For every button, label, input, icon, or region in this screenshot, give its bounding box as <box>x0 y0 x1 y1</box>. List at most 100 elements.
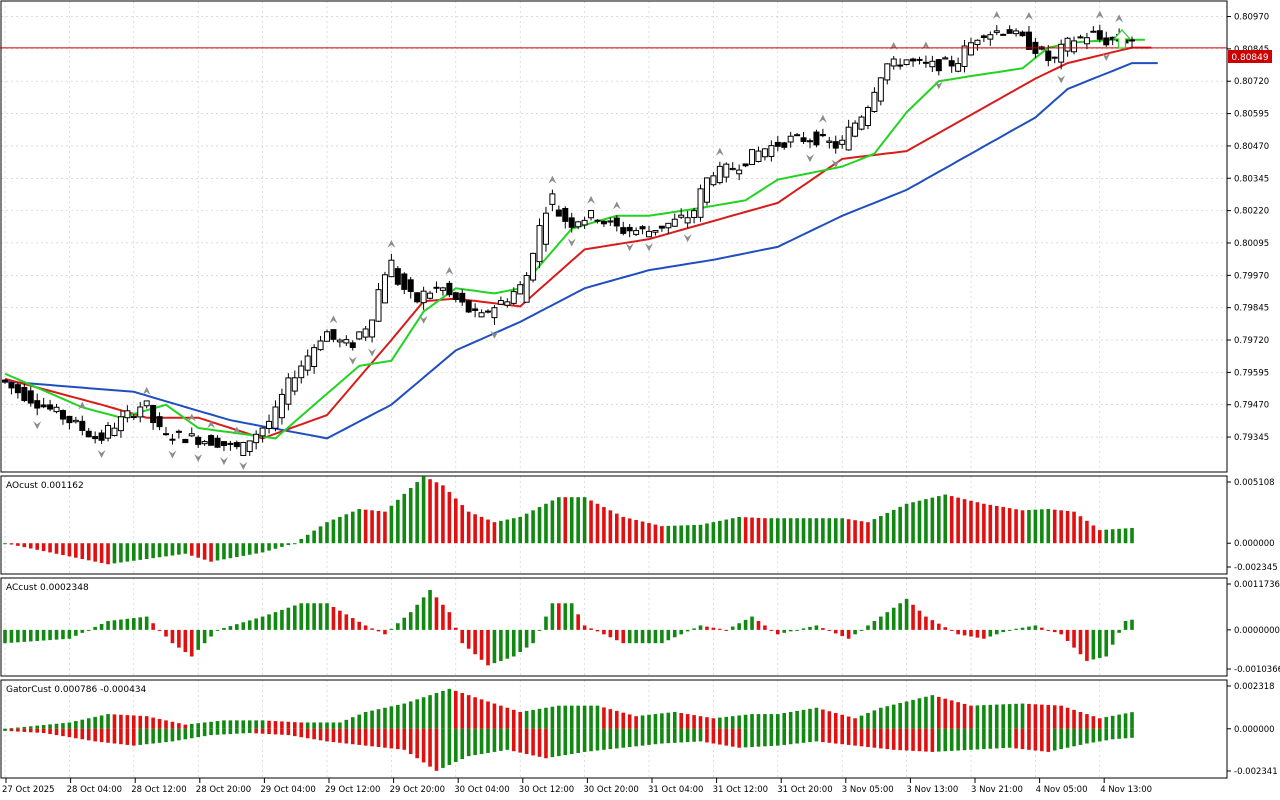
candle-body <box>787 135 794 143</box>
candle-body <box>1006 29 1013 34</box>
gator-lower-bar <box>737 728 741 748</box>
ac-bar <box>698 625 703 630</box>
candle-body <box>414 292 421 303</box>
fractal-up-icon <box>612 201 621 210</box>
ac-bar <box>524 629 529 648</box>
gator-upper-bar <box>183 724 188 729</box>
candle-body <box>536 225 543 263</box>
ac-bar <box>982 629 986 639</box>
gator-lower-bar <box>1123 728 1128 739</box>
gator-upper-bar <box>730 716 735 729</box>
ao-bar <box>660 526 664 544</box>
price-tick-label: 0.80470 <box>1234 142 1269 152</box>
ao-bar <box>911 502 915 544</box>
candle-body <box>407 279 414 292</box>
ao-bar <box>576 497 580 544</box>
ac-bar <box>67 629 72 639</box>
gator-lower-bar <box>479 728 484 755</box>
gator-upper-bar <box>511 709 516 729</box>
ac-bar <box>441 604 445 630</box>
ao-bar <box>640 521 645 544</box>
candle-body <box>272 406 279 429</box>
gator-upper-bar <box>396 704 400 729</box>
candle-body <box>137 406 144 418</box>
ao-bar <box>132 543 136 561</box>
gator-lower-bar <box>170 728 175 742</box>
price-axis[interactable]: 0.80970 0.80845 0.80720 0.80595 0.80470 0.803… <box>1227 13 1280 777</box>
ao-bar <box>22 543 27 548</box>
fractal-up-icon <box>329 315 338 324</box>
ao-bar <box>801 518 806 544</box>
ao-bar <box>215 543 220 561</box>
price-candles[interactable] <box>2 24 1135 456</box>
ao-bar <box>602 507 606 544</box>
gator-upper-bar <box>557 705 561 729</box>
gator-upper-bar <box>1014 703 1018 729</box>
ac-bar <box>235 624 239 630</box>
ac-bar <box>782 629 787 633</box>
ao-bar <box>924 499 928 544</box>
ac-bar <box>718 628 722 630</box>
gator-upper-bar <box>428 695 432 729</box>
ac-pane-frame <box>0 577 1228 677</box>
candle-body <box>542 212 549 245</box>
gator-upper-bar <box>41 725 46 729</box>
gator-lower-bar <box>312 728 316 740</box>
candle-body <box>394 268 401 285</box>
ao-bar <box>363 509 368 544</box>
gator-lower-bar <box>937 728 941 752</box>
ao-bar <box>1123 528 1128 544</box>
ac-bar <box>28 629 33 642</box>
candle-body <box>227 442 234 445</box>
gator-lower-bar <box>16 728 20 732</box>
candle-body <box>388 259 395 278</box>
ac-bar <box>61 629 65 640</box>
ac-bar <box>750 616 754 630</box>
gator-upper-bar <box>685 714 690 729</box>
gator-upper-bar <box>1027 703 1031 729</box>
gator-lower-bar <box>866 728 870 748</box>
ac-bar <box>454 627 458 630</box>
candle-body <box>716 165 723 184</box>
fractal-down-icon <box>419 315 428 324</box>
ao-bar <box>428 479 432 544</box>
ac-bar <box>177 629 181 648</box>
candle-body <box>600 220 607 225</box>
time-axis[interactable]: 27 Oct 2025 28 Oct 04:00 28 Oct 12:00 28 Oc… <box>2 778 1152 795</box>
candle-body <box>1077 36 1084 39</box>
ac-bar <box>885 612 890 630</box>
gator-lower-bar <box>557 728 561 757</box>
ao-bar <box>872 519 877 544</box>
gator-lower-bar <box>1130 728 1134 738</box>
ao-bar <box>724 519 729 544</box>
ac-bar <box>41 629 46 641</box>
candle-body <box>1019 31 1026 37</box>
ac-bar <box>788 629 793 632</box>
ao-bar <box>859 521 864 544</box>
candle-body <box>53 406 60 413</box>
time-tick-label: 30 Oct 04:00 <box>454 785 509 795</box>
ac-bar <box>144 616 149 630</box>
gator-lower-bar <box>260 728 265 734</box>
ao-bar <box>943 494 948 544</box>
candle-body <box>324 331 330 342</box>
gator-upper-bar <box>1098 718 1102 729</box>
ac-bar <box>917 610 922 630</box>
gator-upper-bar <box>795 710 799 729</box>
gator-lower-bar <box>99 728 104 743</box>
ao-bar <box>183 543 188 554</box>
candle-body <box>156 416 163 428</box>
ao-bar <box>511 518 516 544</box>
ao-bar <box>1027 510 1031 544</box>
gator-upper-bar <box>969 705 973 729</box>
gator-lower-bar <box>454 728 458 763</box>
ac-bar <box>672 629 677 638</box>
gator-lower-bar <box>576 728 580 753</box>
gator-upper-bar <box>376 709 381 729</box>
ac-bar <box>196 629 200 650</box>
candle-body <box>646 230 652 238</box>
candle-body <box>485 310 491 313</box>
ac-bar <box>621 629 626 644</box>
ac-bar <box>93 626 97 630</box>
